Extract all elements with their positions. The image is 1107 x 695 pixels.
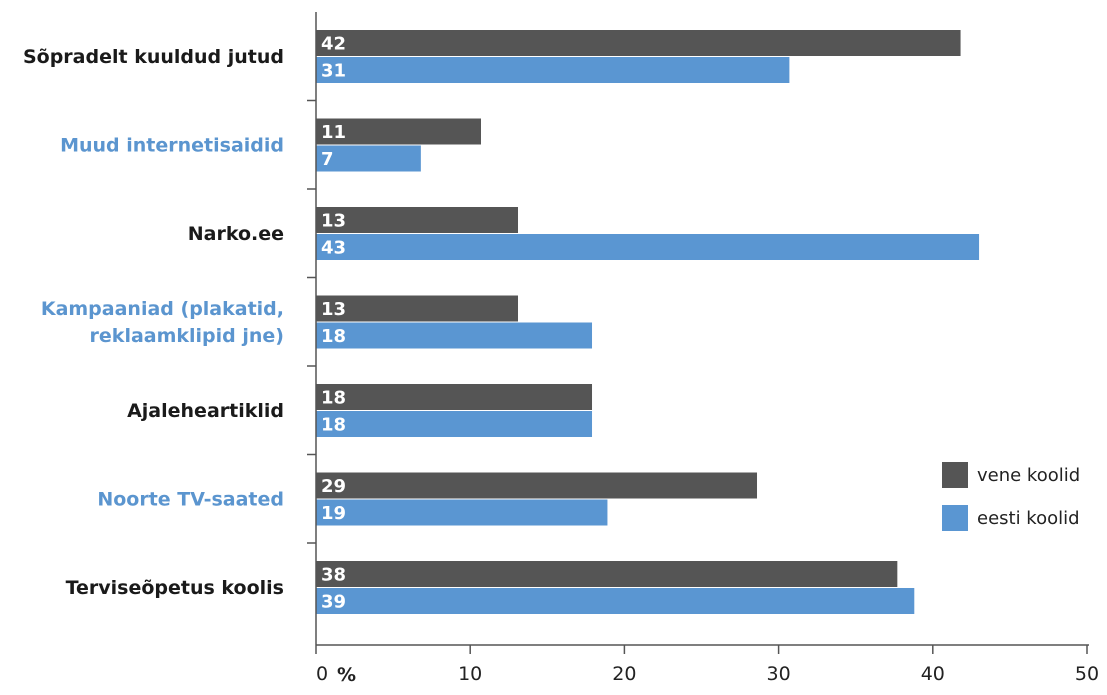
- bar-value-label: 18: [321, 388, 346, 409]
- bar: [316, 322, 593, 349]
- bar-value-label: 31: [321, 61, 346, 82]
- x-tick-label: 0: [316, 663, 328, 685]
- bar-value-label: 13: [321, 299, 346, 320]
- bar: [316, 207, 519, 233]
- legend-swatch: [942, 505, 968, 531]
- category-label: Ajaleheartiklid: [127, 400, 284, 422]
- x-tick-label: 30: [767, 663, 791, 685]
- bar-value-label: 13: [321, 211, 346, 232]
- bar: [316, 145, 421, 172]
- bar-value-label: 42: [321, 34, 346, 55]
- category-label: Noorte TV-saated: [97, 489, 284, 511]
- legend-swatch: [942, 462, 968, 488]
- category-label: Muud internetisaidid: [60, 135, 284, 157]
- legend-label: vene koolid: [977, 465, 1080, 486]
- category-label: Sõpradelt kuuldud jutud: [23, 46, 284, 68]
- bar: [316, 588, 915, 614]
- category-label: Terviseõpetus koolis: [66, 577, 284, 599]
- bar-value-label: 18: [321, 326, 346, 347]
- bar-value-label: 29: [321, 476, 346, 497]
- x-tick-label: 40: [921, 663, 945, 685]
- x-tick-label: 10: [458, 663, 482, 685]
- x-axis-label: %: [337, 664, 356, 686]
- bar: [316, 295, 519, 322]
- bar-value-label: 39: [321, 592, 346, 613]
- bar-value-label: 11: [321, 122, 346, 143]
- bar-value-label: 43: [321, 238, 346, 259]
- bar-value-label: 7: [321, 149, 334, 170]
- category-label: Kampaaniad (plakatid,: [41, 298, 284, 320]
- bar: [316, 472, 758, 499]
- x-tick-label: 50: [1075, 663, 1099, 685]
- x-tick-label: 20: [612, 663, 636, 685]
- bar-value-label: 18: [321, 415, 346, 436]
- bar: [316, 234, 980, 260]
- bar-value-label: 19: [321, 503, 346, 524]
- category-label: reklaamklipid jne): [90, 325, 284, 347]
- bar: [316, 411, 593, 437]
- bar: [316, 499, 608, 526]
- bar: [316, 384, 593, 410]
- legend-label: eesti koolid: [977, 508, 1080, 529]
- category-label: Narko.ee: [188, 223, 284, 245]
- bar: [316, 118, 481, 145]
- bar: [316, 30, 961, 56]
- bar: [316, 57, 790, 83]
- bar: [316, 561, 898, 587]
- bar-value-label: 38: [321, 565, 346, 586]
